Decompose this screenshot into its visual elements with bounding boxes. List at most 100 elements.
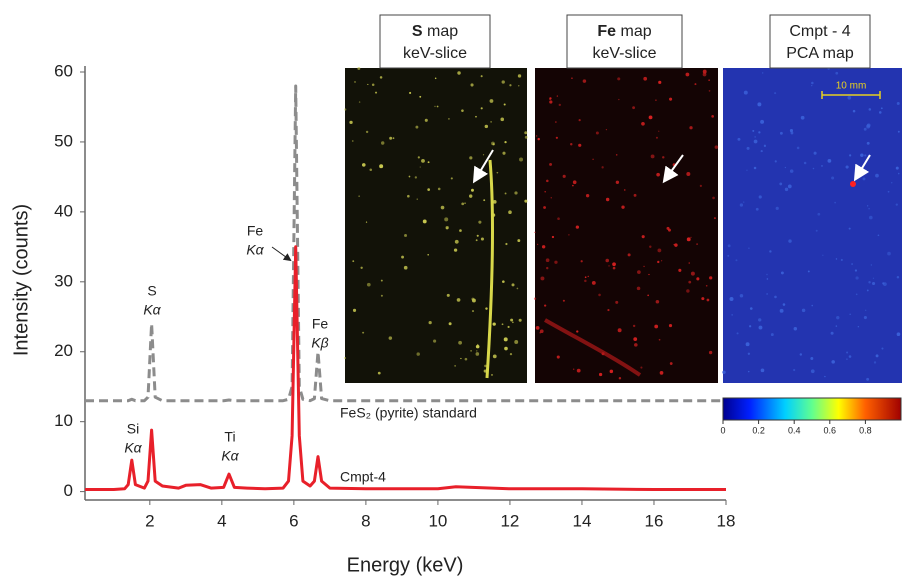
speck [562, 174, 566, 178]
speck [482, 154, 485, 156]
speck [514, 191, 518, 195]
speck [371, 83, 375, 86]
speck [537, 137, 540, 141]
speck [478, 220, 482, 224]
series-line [85, 245, 726, 491]
speck [480, 107, 483, 110]
speck [598, 372, 603, 377]
speck [500, 117, 505, 122]
peak-label: Ti [224, 429, 235, 445]
speck [492, 354, 497, 359]
speck [367, 83, 369, 86]
speck [554, 260, 558, 264]
speck [763, 144, 767, 147]
speck [344, 357, 347, 360]
speck [436, 105, 439, 108]
speck [501, 323, 504, 326]
speck [550, 197, 552, 199]
speck [470, 83, 474, 87]
speck [852, 109, 856, 113]
colorbar-tick-label: 0.8 [859, 425, 872, 435]
speck [448, 117, 450, 120]
speck [422, 219, 427, 224]
speck [504, 192, 507, 195]
x-tick-label: 16 [645, 511, 664, 530]
speck [517, 74, 522, 78]
panel-title: Fe map [597, 23, 651, 40]
speck [352, 308, 357, 312]
speck [864, 154, 867, 157]
speck [812, 167, 815, 170]
speck [810, 369, 815, 374]
speck [475, 352, 480, 356]
speck [607, 308, 610, 312]
y-axis-title: Intensity (counts) [10, 204, 32, 356]
speck [533, 297, 537, 300]
speck [643, 76, 648, 81]
speck [694, 83, 697, 86]
speck [612, 262, 616, 267]
speck [813, 151, 817, 155]
image-panel: Cmpt - 4 PCA map 10 mm [722, 14, 902, 383]
x-tick-label: 12 [500, 511, 519, 530]
speck [464, 202, 466, 204]
speck [668, 323, 673, 328]
speck [827, 159, 832, 163]
speck [427, 188, 431, 191]
speck [601, 166, 604, 169]
speck [845, 165, 849, 169]
speck [512, 321, 514, 324]
speck [511, 283, 515, 287]
speck [549, 97, 552, 100]
image-panel: Fe map keV-slice [533, 14, 719, 383]
speck [688, 262, 690, 264]
panel-subtitle: keV-slice [592, 45, 656, 62]
speck [831, 360, 835, 364]
speck [421, 158, 425, 163]
speck [476, 234, 479, 237]
speck [701, 297, 705, 301]
speck [578, 119, 581, 122]
speck [834, 201, 837, 204]
speck [713, 217, 716, 220]
speck [485, 307, 488, 310]
speck [766, 273, 768, 276]
speck [774, 92, 777, 95]
speck [358, 195, 360, 197]
y-tick-label: 40 [54, 201, 73, 220]
speck [650, 154, 655, 159]
speck [880, 107, 883, 110]
speck [831, 176, 835, 180]
arrow [271, 246, 292, 262]
speck [461, 202, 465, 206]
speck [689, 126, 693, 130]
speck [409, 91, 412, 95]
speck [433, 339, 437, 343]
speck [774, 295, 777, 299]
peak-line: Kα [143, 302, 161, 318]
speck [758, 131, 761, 134]
speck [389, 136, 393, 140]
speck [475, 115, 477, 118]
speck [754, 136, 756, 138]
panel-title-box [379, 14, 491, 69]
image [345, 68, 527, 383]
speck [824, 375, 826, 378]
speck [490, 121, 492, 123]
peak-label: Si [127, 421, 139, 437]
speck [582, 79, 587, 83]
speck [789, 169, 794, 173]
speck [788, 239, 792, 243]
speck [544, 191, 546, 193]
speck [584, 279, 587, 283]
speck [627, 253, 631, 257]
speck [862, 177, 866, 181]
speck [375, 91, 378, 94]
speck [655, 99, 657, 102]
speck [427, 253, 429, 256]
speck [501, 80, 505, 84]
speck [591, 281, 596, 285]
speck [748, 247, 750, 249]
streak [544, 318, 642, 377]
speck [891, 182, 893, 184]
